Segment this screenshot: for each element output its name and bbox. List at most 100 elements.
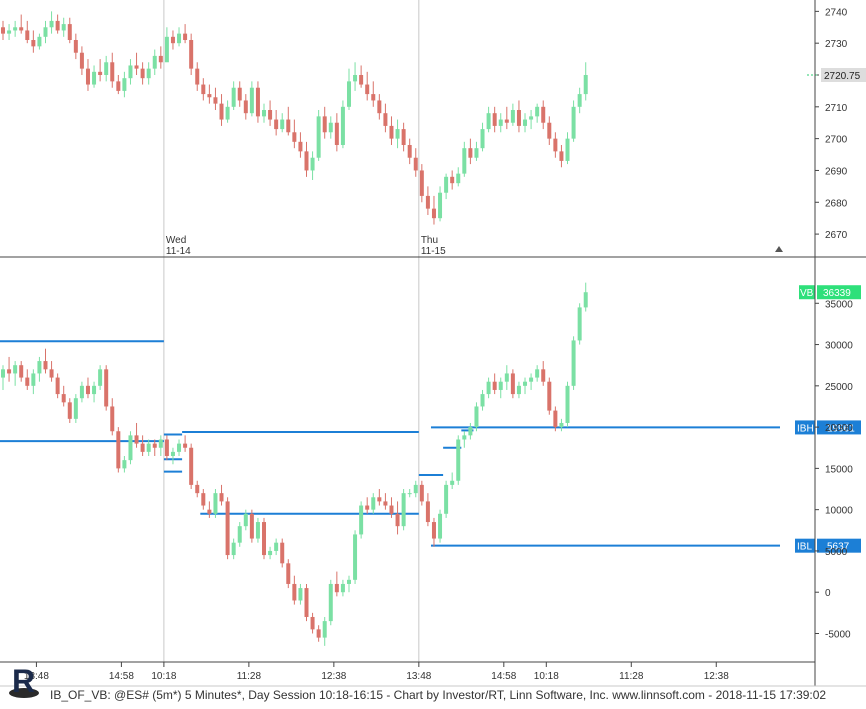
candle-body [359,75,364,85]
candle-body [547,122,552,139]
candle-body [116,431,121,469]
candle-body [316,629,321,638]
y-tick-label: 2740 [825,7,848,18]
candle-body [444,484,449,514]
candle-body [243,100,248,114]
candle-body [134,65,139,69]
candle-body [104,369,109,407]
x-tick-label: 10:18 [534,671,559,682]
y-tick-label: 2710 [825,103,848,114]
candle-body [346,579,351,584]
candle-body [262,522,267,556]
candle-body [158,439,163,448]
candle-body [529,377,534,382]
candle-body [152,55,157,69]
candle-body [322,116,327,133]
candle-body [577,94,582,107]
x-tick-label: 14:58 [491,671,516,682]
candle-body [43,361,48,370]
candle-body [219,493,224,502]
candle-body [274,119,279,130]
candle-body [201,84,206,95]
candle-body [225,501,230,556]
candle-body [92,71,97,85]
x-tick-label: 10:18 [151,671,176,682]
candle-body [340,106,345,145]
candle-body [249,513,254,539]
candle-body [110,62,115,82]
candle-body [553,138,558,152]
candle-body [395,513,400,527]
footer-caption: IB_OF_VB: @ES# (5m*) 5 Minutes*, Day Ses… [50,688,827,702]
candle-body [7,30,12,34]
vb-panel: IBH 19961 IBL 5637 -5000 0 5000 10000 15000 20000… [0,282,861,646]
candle-body [322,621,327,638]
vb-value-badge [817,285,861,300]
candle-body [371,94,376,101]
x-tick-label: 11:28 [237,671,262,682]
candle-body [450,176,455,184]
candle-body [183,33,188,40]
candle-body [401,493,406,527]
level-value-badge [817,538,861,553]
candle-body [510,373,515,395]
candle-body [377,100,382,114]
x-tick-label: 13:48 [24,671,49,682]
candle-body [61,394,66,403]
candle-body [334,122,339,145]
candle-body [462,148,467,174]
y-tick-label: -5000 [825,629,851,640]
candle-body [219,103,224,120]
y-tick-label: 2730 [825,39,848,50]
candle-body [98,71,103,75]
candle-body [310,157,315,171]
candle-body [553,410,558,428]
candle-body [195,484,200,494]
candle-body [37,361,42,374]
candle-body [49,369,54,378]
candle-body [25,377,30,386]
price-panel: 26702680269027002710272027302740Wed11-14… [1,0,866,662]
candle-body [407,493,412,495]
candle-body [468,427,473,436]
candle-body [1,369,5,378]
candle-body [565,385,570,423]
candle-body [73,398,78,419]
candle-body [85,385,90,395]
candle-body [510,110,515,123]
candle-body [480,129,485,149]
candle-body [413,157,418,171]
x-tick-label: 12:38 [321,671,346,682]
candle-body [286,563,291,584]
candle-body [92,385,97,395]
candle-body [571,106,576,139]
candle-body [498,119,503,126]
candle-body [456,439,461,481]
session-date-label: 11-14 [166,246,191,257]
candle-body [565,138,570,161]
candle-body [304,151,309,171]
candle-body [462,435,467,440]
vb-tag-label: VB [800,288,814,299]
candle-body [431,208,436,219]
candle-body [365,505,370,510]
candle-body [249,87,254,114]
vb-tag [799,285,815,300]
candle-body [268,110,273,120]
candle-body [474,148,479,158]
candle-body [310,616,315,630]
candle-body [419,170,424,196]
candle-body [177,33,182,44]
candle-body [492,381,497,390]
candle-body [110,406,115,432]
candle-body [504,119,509,123]
x-tick-label: 14:58 [109,671,134,682]
vb-value-label: 36339 [823,288,851,299]
y-tick-label: 35000 [825,299,853,310]
candle-body [535,369,540,378]
candle-body [43,27,48,37]
candle-body [189,40,194,69]
level-tag-ibh [795,420,815,435]
candle-body [298,141,303,152]
